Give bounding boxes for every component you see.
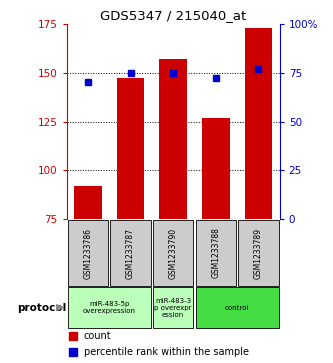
Text: GSM1233789: GSM1233789 (254, 228, 263, 278)
Bar (202, 118, 230, 220)
Bar (74, 186, 102, 220)
Bar (153, 220, 193, 286)
Text: miR-483-3
p overexpr
ession: miR-483-3 p overexpr ession (155, 298, 192, 318)
Bar (68, 287, 151, 328)
Text: control: control (225, 305, 249, 311)
Bar (195, 220, 236, 286)
Bar (244, 28, 272, 220)
Bar (110, 220, 151, 286)
Text: percentile rank within the sample: percentile rank within the sample (84, 347, 249, 357)
Text: GSM1233790: GSM1233790 (168, 228, 178, 279)
Text: GSM1233787: GSM1233787 (126, 228, 135, 278)
Text: miR-483-5p
overexpression: miR-483-5p overexpression (83, 301, 136, 314)
Text: count: count (84, 331, 111, 341)
Bar (159, 59, 187, 220)
Text: GSM1233786: GSM1233786 (83, 228, 93, 278)
Title: GDS5347 / 215040_at: GDS5347 / 215040_at (100, 9, 246, 23)
Bar (238, 220, 279, 286)
Bar (195, 287, 279, 328)
Bar (68, 220, 108, 286)
Bar (153, 287, 193, 328)
Bar (117, 78, 145, 220)
Text: protocol: protocol (17, 303, 67, 313)
Text: GSM1233788: GSM1233788 (211, 228, 220, 278)
